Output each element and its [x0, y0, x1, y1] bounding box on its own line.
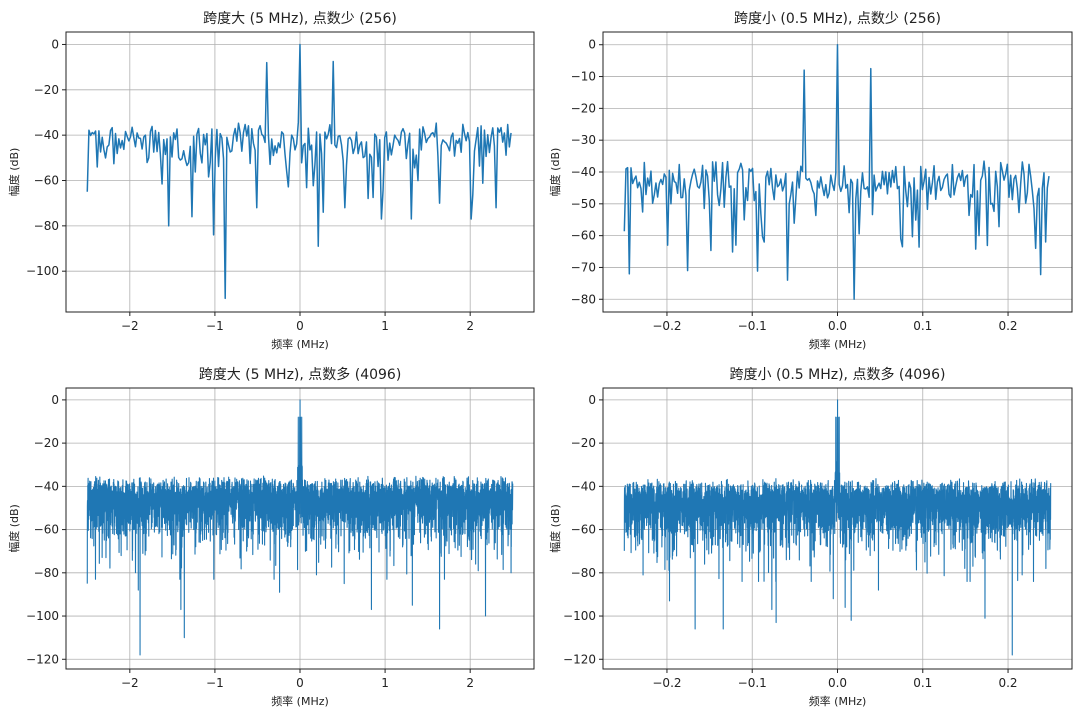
- y-tick-label: −20: [571, 101, 596, 115]
- subplot-top-right: −0.2 −0.1 0.0 0.1 0.2 0 −10 −20 −30 −40 −50 −60 −70 −…: [548, 11, 1073, 351]
- y-axis-label: 幅度 (dB): [7, 148, 21, 197]
- spectrum-line: [623, 43, 1050, 301]
- y-axis-ticks: 0 −20 −40 −60 −80 −100: [26, 37, 66, 278]
- x-axis-label: 频率 (MHz): [809, 337, 867, 351]
- y-tick-label: −100: [26, 609, 59, 623]
- y-tick-label: −20: [571, 436, 596, 450]
- x-axis-ticks: −0.2 −0.1 0.0 0.1 0.2: [652, 312, 1018, 333]
- subplot-bottom-left: −2 −1 0 1 2 0 −20 −40 −60 −80 −100 −120 跨度大 (5 MHz),…: [7, 366, 535, 708]
- y-tick-label: −40: [34, 479, 59, 493]
- x-tick-label: −0.2: [652, 676, 681, 690]
- x-axis-ticks: −0.2 −0.1 0.0 0.1 0.2: [652, 669, 1018, 690]
- x-tick-label: 0.2: [998, 319, 1017, 333]
- x-tick-label: −2: [121, 319, 139, 333]
- spectrum-line: [86, 399, 514, 656]
- x-tick-label: −1: [206, 319, 224, 333]
- x-tick-label: 0: [296, 676, 304, 690]
- x-tick-label: 0.1: [913, 319, 932, 333]
- y-tick-label: −60: [571, 523, 596, 537]
- x-tick-label: −0.2: [652, 319, 681, 333]
- y-axis-label: 幅度 (dB): [7, 504, 21, 553]
- x-tick-label: 1: [381, 676, 389, 690]
- y-tick-label: 0: [588, 38, 596, 52]
- y-axis-label: 幅度 (dB): [548, 504, 562, 553]
- y-tick-label: 0: [588, 393, 596, 407]
- y-tick-label: 0: [51, 393, 59, 407]
- x-tick-label: 2: [466, 319, 474, 333]
- y-tick-label: 0: [51, 37, 59, 51]
- y-axis-ticks: 0 −10 −20 −30 −40 −50 −60 −70 −80: [571, 38, 603, 306]
- spectrum-line: [623, 399, 1052, 656]
- spectrum-line: [86, 43, 512, 300]
- x-axis-ticks: −2 −1 0 1 2: [121, 669, 474, 690]
- y-tick-label: −40: [571, 479, 596, 493]
- x-axis-label: 频率 (MHz): [271, 337, 329, 351]
- y-tick-label: −120: [563, 652, 596, 666]
- y-axis-label: 幅度 (dB): [548, 148, 562, 197]
- x-tick-label: 1: [381, 319, 389, 333]
- y-tick-label: −60: [34, 523, 59, 537]
- y-tick-label: −100: [26, 264, 59, 278]
- y-tick-label: −100: [563, 609, 596, 623]
- subplot-title: 跨度大 (5 MHz), 点数多 (4096): [199, 366, 402, 383]
- y-tick-label: −80: [34, 219, 59, 233]
- y-tick-label: −120: [26, 652, 59, 666]
- y-tick-label: −20: [34, 83, 59, 97]
- y-tick-label: −60: [571, 229, 596, 243]
- x-axis-label: 频率 (MHz): [809, 694, 867, 708]
- y-tick-label: −70: [571, 260, 596, 274]
- y-axis-ticks: 0 −20 −40 −60 −80 −100 −120: [563, 393, 603, 666]
- subplot-title: 跨度小 (0.5 MHz), 点数多 (4096): [730, 366, 946, 383]
- y-tick-label: −60: [34, 174, 59, 188]
- x-tick-label: −2: [121, 676, 139, 690]
- y-tick-label: −20: [34, 436, 59, 450]
- y-tick-label: −80: [571, 292, 596, 306]
- y-tick-label: −80: [34, 566, 59, 580]
- x-tick-label: 0.0: [828, 676, 847, 690]
- x-axis-ticks: −2 −1 0 1 2: [121, 312, 474, 333]
- y-tick-label: −10: [571, 70, 596, 84]
- y-tick-label: −50: [571, 197, 596, 211]
- y-tick-label: −40: [571, 165, 596, 179]
- y-tick-label: −30: [571, 133, 596, 147]
- x-tick-label: 0.1: [913, 676, 932, 690]
- subplot-top-left: −2 −1 0 1 2 0 −20 −40 −60 −80 −100 跨度大 (5 MHz), 点数少…: [7, 11, 535, 351]
- x-tick-label: −1: [206, 676, 224, 690]
- y-tick-label: −40: [34, 128, 59, 142]
- subplot-title: 跨度小 (0.5 MHz), 点数少 (256): [734, 11, 941, 27]
- x-tick-label: 0: [296, 319, 304, 333]
- x-tick-label: 2: [466, 676, 474, 690]
- x-tick-label: −0.1: [738, 676, 767, 690]
- y-tick-label: −80: [571, 566, 596, 580]
- y-axis-ticks: 0 −20 −40 −60 −80 −100 −120: [26, 393, 66, 666]
- x-tick-label: −0.1: [738, 319, 767, 333]
- subplot-title: 跨度大 (5 MHz), 点数少 (256): [203, 11, 397, 27]
- x-axis-label: 频率 (MHz): [271, 694, 329, 708]
- x-tick-label: 0.0: [828, 319, 847, 333]
- x-tick-label: 0.2: [998, 676, 1017, 690]
- subplot-bottom-right: −0.2 −0.1 0.0 0.1 0.2 0 −20 −40 −60 −80 −100 −120 跨度…: [548, 366, 1073, 708]
